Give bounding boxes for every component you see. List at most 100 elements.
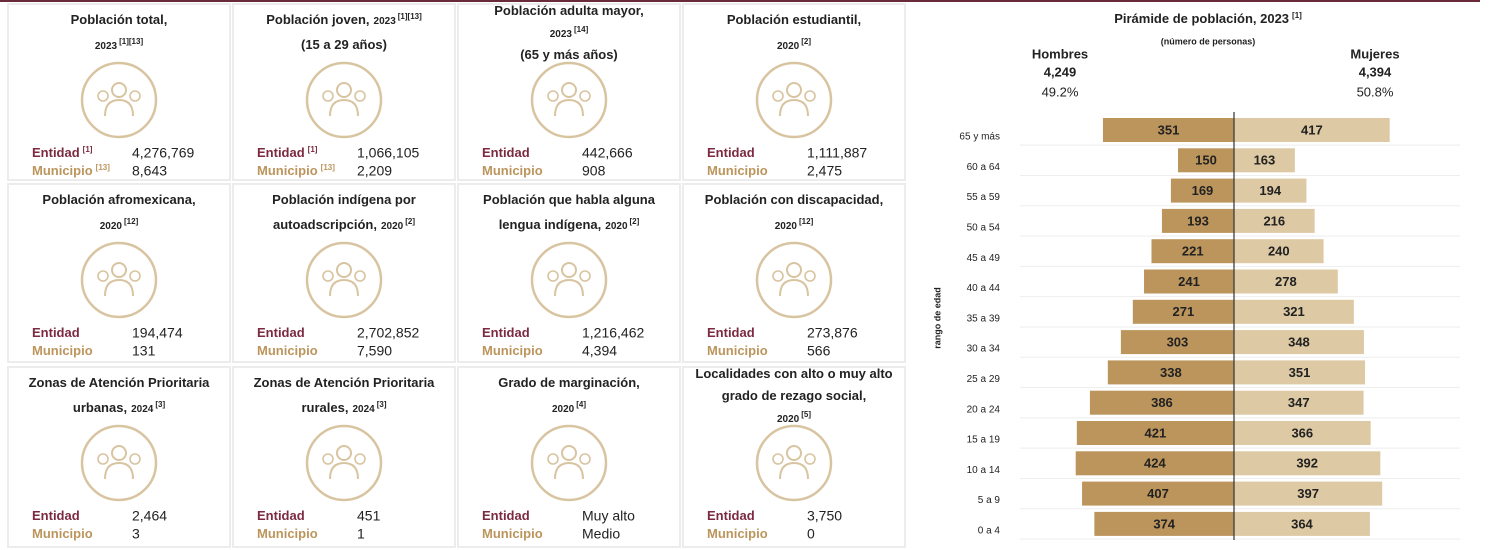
card [232,3,456,181]
card-title: 2020 [12] [100,217,139,232]
label-ref: [1] [308,145,318,154]
bar-label: 338 [1160,365,1182,380]
legend-total: 4,249 [1044,64,1077,79]
entidad-value: 273,876 [807,325,858,341]
icon-head [579,90,591,102]
bar-label: 348 [1288,335,1310,350]
card-title: Población afromexicana, [42,192,195,207]
card [7,366,231,548]
bar [1234,118,1390,142]
municipio-value: 7,590 [357,343,392,359]
title-part: Población que habla alguna [483,192,656,207]
municipio-label: Municipio [257,526,318,541]
category-label: 55 a 59 [967,192,1001,203]
municipio-value: 566 [807,343,831,359]
municipio-value: 3 [132,526,140,542]
title-part: [1][13] [119,37,143,46]
title-ref: [1] [1292,11,1302,20]
icon-head [336,445,352,461]
card [682,3,906,181]
card-title: 2023 [14] [550,25,589,40]
title-part: Población indígena por [272,192,416,207]
bar [1076,421,1234,445]
title-part: Población total, [71,12,168,27]
icon-body [104,461,134,480]
title-part: Población con discapacidad, [705,192,883,207]
label-text: Municipio [707,343,768,358]
municipio-label: Municipio [707,163,768,178]
bar-label: 216 [1263,213,1285,228]
bar [1234,451,1381,476]
icon-head [129,270,141,282]
bar-label: 407 [1147,486,1169,501]
bar-label: 193 [1187,213,1209,228]
bar-label: 150 [1195,153,1217,168]
bar [1120,330,1234,355]
label-text: Municipio [257,163,318,178]
entidad-value: 4,276,769 [132,145,194,161]
card-title: autoadscripción, 2020 [2] [273,217,415,233]
title-part: Grado de marginación, [498,375,640,390]
title-part: 2024 [352,404,375,415]
label-ref: [13] [321,163,336,172]
legend-name: Hombres [1032,46,1088,61]
icon-head [772,90,784,102]
entidad-value: 3,750 [807,508,842,524]
icon-head [129,90,141,102]
bar-label: 221 [1182,244,1204,259]
icon-head [97,270,109,282]
bar-label: 351 [1289,365,1311,380]
title-part: Localidades con alto o muy alto [695,366,892,381]
card-title: 2023 [1][13] [95,37,144,52]
municipio-value: 0 [807,526,815,542]
card [457,183,681,363]
bar-label: 347 [1288,395,1310,410]
title-part: 2023 [550,29,573,40]
entidad-value: 451 [357,508,381,524]
title-part: [12] [799,217,814,226]
card-title: Población joven, 2023 [1][13] [266,12,422,28]
category-label: 45 a 49 [967,253,1001,264]
label-text: Entidad [257,508,305,523]
icon-head [804,90,816,102]
icon-head [97,453,109,465]
entidad-label: Entidad [257,325,305,340]
label-text: Entidad [707,508,755,523]
title-text: Pirámide de población, 2023 [1114,11,1289,26]
icon-head [804,453,816,465]
y-axis-label: rango de edad [932,287,942,349]
title-part: [2] [405,217,415,226]
card-title: Localidades con alto o muy alto [695,366,892,381]
icon-body [554,278,584,297]
icon-head [111,82,127,98]
bar [1234,511,1370,536]
municipio-label: Municipio [32,343,93,358]
municipio-value: 4,394 [582,343,617,359]
icon-body [329,461,359,480]
icon-head [354,453,366,465]
card-title: urbanas, 2024 [3] [73,400,166,416]
bar-label: 241 [1178,274,1200,289]
icon-head [354,90,366,102]
icon-body [554,461,584,480]
legend-total: 4,394 [1359,64,1392,79]
icon-head [129,453,141,465]
entidad-label: Entidad [482,508,530,523]
bar-label: 303 [1167,335,1189,350]
label-text: Municipio [32,163,93,178]
card-title: Población total, [71,12,168,27]
icon-ring [80,424,158,502]
bar-label: 278 [1275,274,1297,289]
card-title: 2020 [4] [552,400,586,415]
bar-label: 417 [1301,122,1323,137]
entidad-value: 194,474 [132,325,183,341]
icon-head [561,82,577,98]
category-label: 0 a 4 [978,526,1001,537]
title-part: [14] [574,25,589,34]
card [457,3,681,181]
bar [1234,481,1383,506]
entidad-label: Entidad [707,508,755,523]
card-title: rurales, 2024 [3] [301,400,386,416]
title-part: [2] [801,37,811,46]
bar-label: 386 [1151,395,1173,410]
